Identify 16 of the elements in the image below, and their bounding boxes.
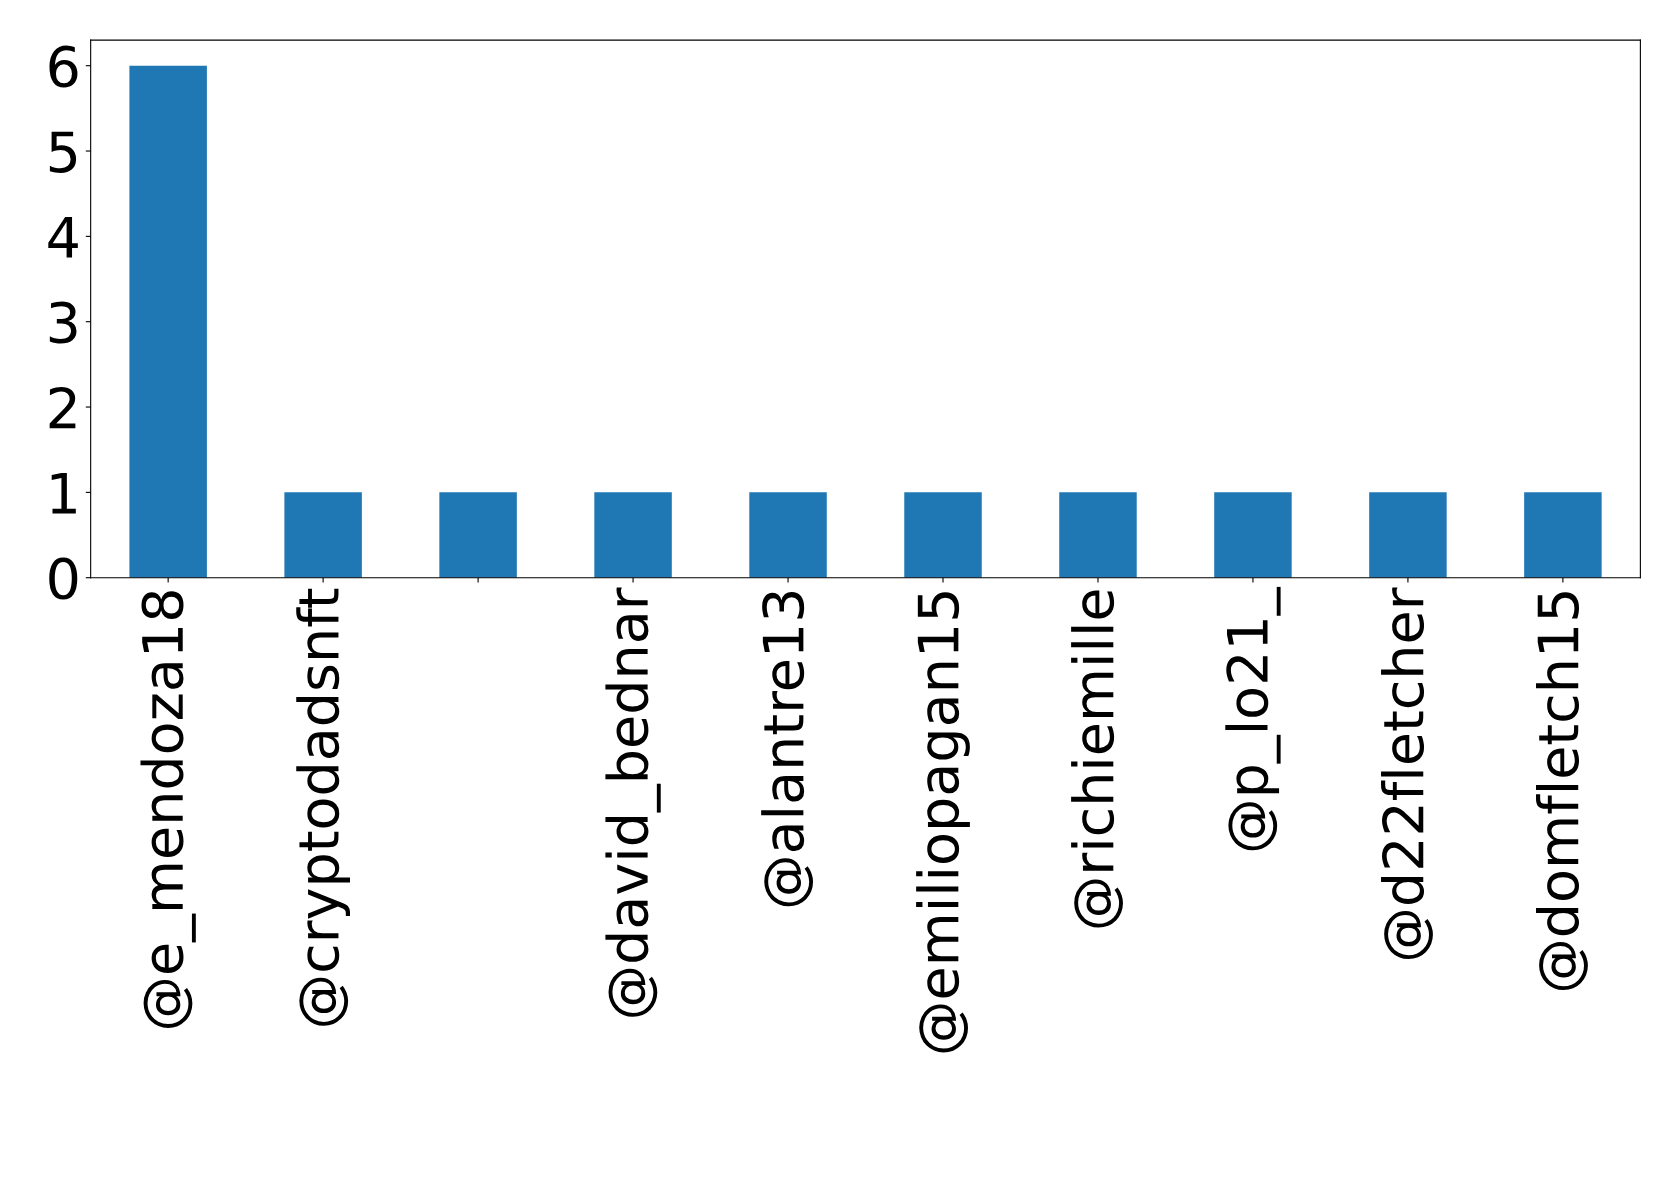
x-tick-label: @p_lo21_ [1225, 586, 1281, 851]
x-tick-label: @domfletch15 [1536, 592, 1588, 991]
y-tick-label: 1 [51, 472, 76, 514]
y-tick-label: 0 [49, 557, 78, 600]
x-tick-label: @richiemille [1071, 590, 1123, 928]
x-tick-label: @david_bednar [605, 587, 661, 1017]
x-tick-label: @e_mendoza18 [140, 591, 196, 1028]
x-tick-label: @emiliopagan15 [916, 592, 970, 1053]
y-tick-label: 3 [49, 301, 77, 344]
x-tick-label: @cryptodadsnft [296, 588, 351, 1026]
y-tick-label: 5 [49, 131, 77, 173]
y-tick-label: 6 [49, 45, 78, 88]
y-tick-label: 2 [49, 386, 76, 429]
x-tick-label: @d22fletcher [1381, 587, 1433, 960]
y-tick-label: 4 [48, 216, 78, 258]
x-tick-label: @alantre13 [761, 591, 814, 907]
